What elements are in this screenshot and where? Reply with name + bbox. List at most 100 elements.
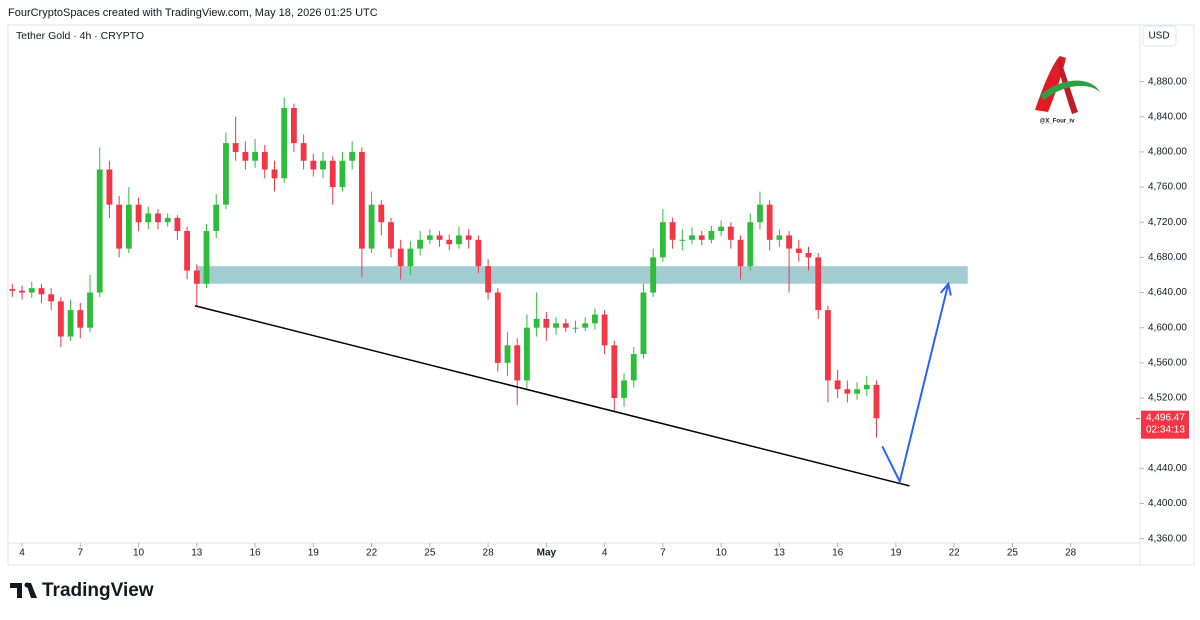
candle xyxy=(213,194,220,239)
candle-body xyxy=(805,252,812,258)
candle xyxy=(475,235,482,274)
candle-body xyxy=(446,239,453,245)
candle-body xyxy=(650,257,657,293)
candle-body xyxy=(116,204,123,249)
chart-frame xyxy=(7,24,1195,566)
candle xyxy=(679,229,686,251)
candle-body xyxy=(815,257,822,311)
x-tick-label: 16 xyxy=(250,548,262,559)
candle-body xyxy=(514,345,521,381)
candle-body xyxy=(164,217,171,223)
candle-body xyxy=(339,160,346,188)
candle xyxy=(611,340,618,412)
candle xyxy=(96,147,103,297)
candle xyxy=(543,311,550,341)
candle-body xyxy=(77,310,84,328)
candle-body xyxy=(562,323,569,328)
candle-body xyxy=(863,384,870,390)
candle-body xyxy=(601,314,608,346)
candle xyxy=(67,299,74,341)
candle xyxy=(426,229,433,245)
candle xyxy=(601,310,608,355)
candle xyxy=(261,144,268,179)
candle-body xyxy=(786,235,793,249)
candle xyxy=(281,97,288,183)
y-tick-label: 4,400.00 xyxy=(1148,498,1187,509)
candle xyxy=(825,305,831,403)
candle-body xyxy=(844,389,851,394)
candle xyxy=(582,317,589,332)
candle xyxy=(805,246,812,271)
logo-swoosh xyxy=(1040,80,1100,100)
credit-line: FourCryptoSpaces created with TradingVie… xyxy=(8,7,378,19)
y-tick-label: 4,520.00 xyxy=(1148,393,1187,404)
candle xyxy=(708,225,715,244)
currency-button[interactable] xyxy=(1142,25,1177,47)
candle-body xyxy=(630,354,637,381)
candle-body xyxy=(417,239,424,249)
y-tick-label: 4,560.00 xyxy=(1148,357,1187,368)
candle-body xyxy=(854,389,860,394)
candle-body xyxy=(271,169,278,179)
candle-body xyxy=(494,292,501,363)
candle-body xyxy=(9,289,16,291)
x-tick-label: 19 xyxy=(308,548,320,559)
candle-body xyxy=(659,222,666,258)
candle-body xyxy=(572,327,579,329)
candle xyxy=(184,226,191,280)
x-tick-label: 25 xyxy=(1007,548,1019,559)
candle xyxy=(727,222,734,249)
candle-body xyxy=(203,231,210,284)
y-tick-label: 4,640.00 xyxy=(1148,287,1187,298)
candle xyxy=(310,153,317,177)
candle xyxy=(621,373,627,407)
candle-body xyxy=(125,204,132,249)
candle-body xyxy=(436,235,443,240)
candle-body xyxy=(747,222,754,267)
candle-body xyxy=(737,239,744,267)
plot-area xyxy=(9,97,968,487)
candle-body xyxy=(456,235,462,245)
candle xyxy=(38,283,45,304)
candle xyxy=(669,217,676,249)
candle-body xyxy=(223,143,229,205)
candle-body xyxy=(873,384,880,419)
candle-body xyxy=(38,288,45,295)
x-tick-label: 25 xyxy=(424,548,436,559)
candle-body xyxy=(426,235,433,240)
y-tick-label: 4,680.00 xyxy=(1148,252,1187,263)
x-tick-label: 7 xyxy=(660,548,666,559)
candle xyxy=(456,226,462,249)
x-tick-label: 4 xyxy=(19,548,25,559)
x-tick-label: 16 xyxy=(832,548,844,559)
candle-body xyxy=(553,323,559,328)
candle-body xyxy=(48,294,55,302)
candle-body xyxy=(184,231,191,271)
candle xyxy=(591,308,598,330)
candle-body xyxy=(213,204,220,232)
candle-body xyxy=(358,151,365,249)
candle xyxy=(446,234,453,251)
resistance-zone xyxy=(196,266,968,284)
currency: USD xyxy=(1148,31,1169,42)
candle-body xyxy=(757,204,763,223)
candle-body xyxy=(621,380,627,399)
candle xyxy=(863,376,870,397)
x-tick-label: 28 xyxy=(1065,548,1077,559)
candle xyxy=(155,209,161,230)
candle-body xyxy=(397,248,404,267)
candle xyxy=(125,187,132,253)
candle xyxy=(368,191,375,253)
candle-body xyxy=(698,235,705,240)
candle-body xyxy=(320,160,326,170)
candle-body xyxy=(504,345,511,363)
candle-body xyxy=(106,169,113,205)
candle-body xyxy=(689,235,695,240)
x-tick-label: 28 xyxy=(483,548,495,559)
candle-body xyxy=(290,107,297,144)
candle-body xyxy=(193,270,200,284)
candle xyxy=(397,239,404,280)
brand-name: TradingView xyxy=(42,580,154,601)
